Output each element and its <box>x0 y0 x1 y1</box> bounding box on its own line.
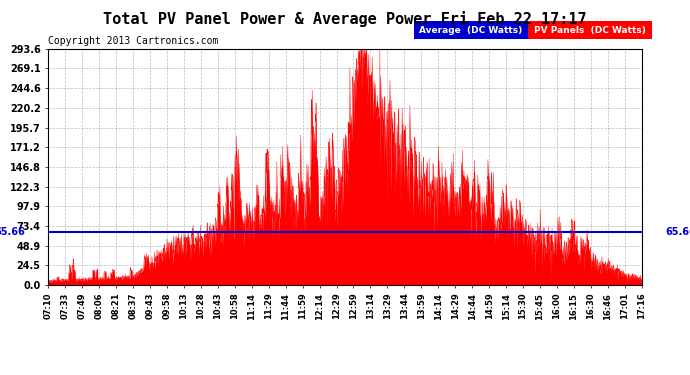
Text: 65.66: 65.66 <box>665 227 690 237</box>
Text: Average  (DC Watts): Average (DC Watts) <box>419 26 522 35</box>
Text: Copyright 2013 Cartronics.com: Copyright 2013 Cartronics.com <box>48 36 219 46</box>
Text: PV Panels  (DC Watts): PV Panels (DC Watts) <box>534 26 646 35</box>
Text: 65.66: 65.66 <box>0 227 25 237</box>
Text: Total PV Panel Power & Average Power Fri Feb 22 17:17: Total PV Panel Power & Average Power Fri… <box>104 11 586 27</box>
